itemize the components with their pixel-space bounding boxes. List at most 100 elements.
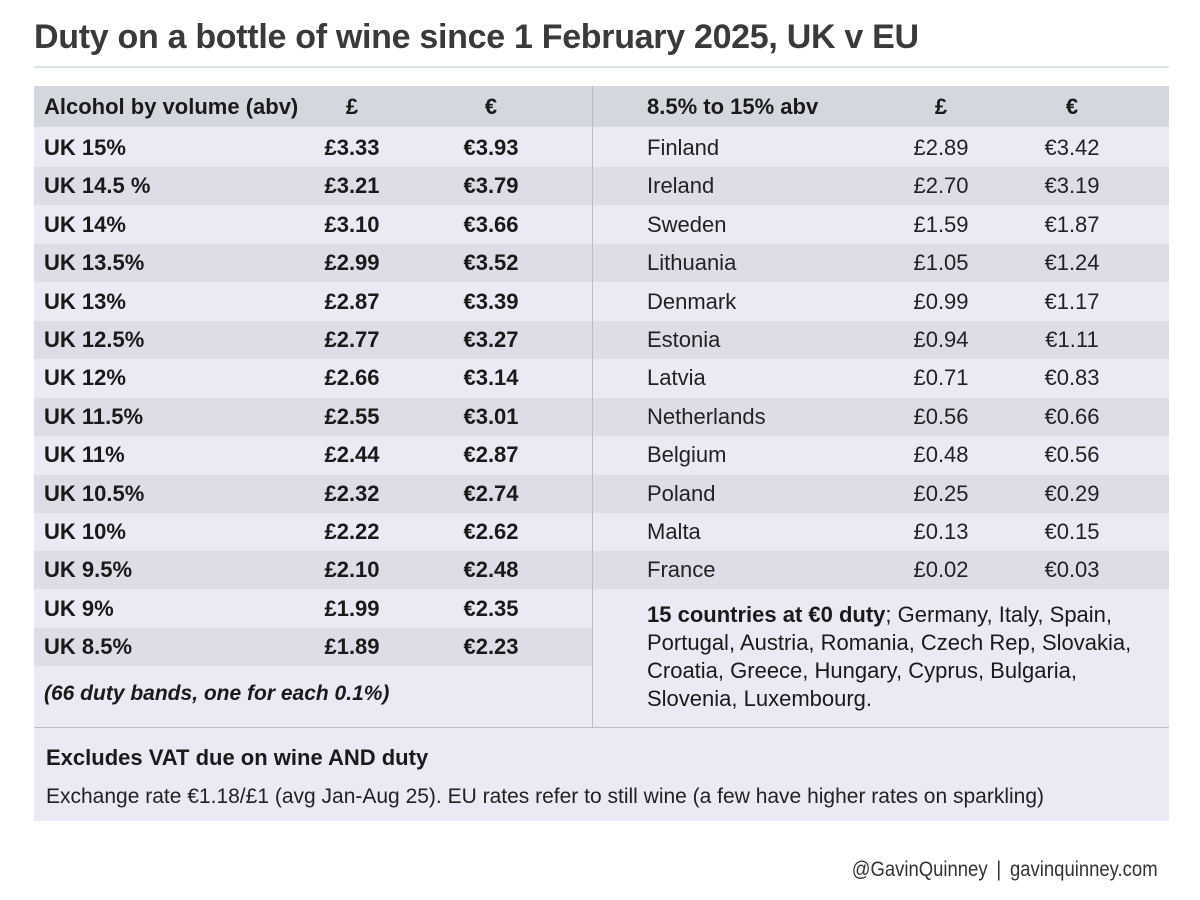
eu-cell-gbp: £0.48 <box>913 442 969 468</box>
uk-cell-gbp: £3.10 <box>324 211 380 237</box>
uk-cell-gbp: £2.32 <box>324 480 380 506</box>
uk-cell-gbp: £3.33 <box>324 135 380 160</box>
eu-cell-eur: €1.11 <box>1045 327 1099 352</box>
eu-cell-eur: €0.03 <box>1044 557 1100 583</box>
uk-cell-label: UK 11% <box>44 442 125 468</box>
uk-header-eur: € <box>484 93 498 119</box>
eu-table-row: Poland £0.25 €0.29 <box>593 474 1169 513</box>
credit-footer: @GavinQuinney | gavinquinney.com <box>852 858 1158 882</box>
uk-header-abv: Alcohol by volume (abv) <box>44 93 299 119</box>
uk-cell-gbp: £2.99 <box>324 250 380 276</box>
uk-cell-label: UK 12% <box>44 365 126 391</box>
uk-cell-eur: €2.74 <box>463 480 519 506</box>
eu-table-row: Denmark £0.99 €1.17 <box>593 283 1169 321</box>
eu-cell-gbp: £0.25 <box>913 480 969 506</box>
uk-cell-eur: €3.01 <box>463 403 519 429</box>
uk-cell-eur: €3.66 <box>463 211 519 237</box>
uk-cell-label: UK 13.5% <box>44 250 145 276</box>
eu-cell-label: Sweden <box>647 211 727 237</box>
column-divider <box>592 86 593 727</box>
eu-cell-label: Netherlands <box>647 403 766 429</box>
uk-cell-gbp: £3.21 <box>324 173 380 199</box>
eu-table-row: Finland £2.89 €3.42 <box>593 129 1169 167</box>
eu-cell-eur: €1.24 <box>1044 250 1100 276</box>
eu-table-header: 8.5% to 15% abv £ € <box>593 86 1169 127</box>
uk-table-row: UK 14% £3.10 €3.66 <box>34 206 592 244</box>
eu-table-row: France £0.02 €0.03 <box>593 551 1169 590</box>
uk-table-row: UK 12% £2.66 €3.14 <box>34 359 592 397</box>
eu-header-eur: € <box>1065 93 1079 119</box>
eu-table-row: Netherlands £0.56 €0.66 <box>593 397 1169 436</box>
eu-cell-gbp: £0.13 <box>913 519 969 544</box>
eu-cell-label: Lithuania <box>647 250 737 276</box>
eu-table-row: Sweden £1.59 €1.87 <box>593 206 1169 244</box>
eu-cell-gbp: £0.99 <box>913 288 969 314</box>
page-title: Duty on a bottle of wine since 1 Februar… <box>34 18 919 56</box>
uk-table-row: UK 13.5% £2.99 €3.52 <box>34 244 592 283</box>
uk-cell-gbp: £2.77 <box>324 327 380 352</box>
eu-cell-gbp: £0.71 <box>913 365 969 391</box>
eu-cell-label: Finland <box>647 135 720 160</box>
uk-table-header: Alcohol by volume (abv) £ € <box>34 86 592 127</box>
uk-cell-eur: €3.14 <box>463 365 519 391</box>
zero-duty-list: ; Germany, Italy, Spain, Portugal, Austr… <box>647 602 1132 711</box>
uk-cell-eur: €2.87 <box>463 442 519 468</box>
uk-cell-gbp: £2.55 <box>324 403 380 429</box>
eu-cell-eur: €0.15 <box>1044 519 1100 544</box>
eu-cell-eur: €0.83 <box>1044 365 1100 391</box>
eu-header-abv: 8.5% to 15% abv <box>647 93 819 119</box>
uk-cell-label: UK 9% <box>44 595 114 621</box>
uk-cell-label: UK 13% <box>44 288 126 314</box>
uk-table-row: UK 10.5% £2.32 €2.74 <box>34 474 592 513</box>
eu-table-row: Latvia £0.71 €0.83 <box>593 359 1169 397</box>
eu-header-gbp: £ <box>934 93 948 119</box>
uk-cell-label: UK 11.5% <box>44 403 144 429</box>
eu-cell-gbp: £0.56 <box>913 403 969 429</box>
uk-cell-eur: €2.35 <box>463 595 519 621</box>
eu-cell-eur: €3.42 <box>1044 135 1100 160</box>
eu-cell-gbp: £1.59 <box>913 211 969 237</box>
uk-cell-gbp: £1.89 <box>324 634 380 660</box>
eu-table-row: Estonia £0.94 €1.11 <box>593 321 1169 359</box>
website-link: gavinquinney.com <box>1010 858 1158 881</box>
uk-cell-eur: €3.39 <box>463 288 519 314</box>
eu-cell-gbp: £0.94 <box>913 327 969 352</box>
uk-table-row: UK 14.5 % £3.21 €3.79 <box>34 167 592 206</box>
uk-cell-gbp: £2.10 <box>324 557 380 583</box>
uk-cell-gbp: £2.44 <box>324 442 380 468</box>
uk-cell-label: UK 14% <box>44 211 126 237</box>
uk-cell-gbp: £2.22 <box>324 519 380 544</box>
uk-cell-eur: €3.27 <box>463 327 519 352</box>
uk-header-gbp: £ <box>345 93 359 119</box>
eu-cell-label: Belgium <box>647 442 727 468</box>
table-panel <box>34 86 1169 821</box>
footer-separator: | <box>996 858 1002 881</box>
uk-cell-gbp: £2.87 <box>324 288 380 314</box>
exchange-rate-note: Exchange rate €1.18/£1 (avg Jan-Aug 25).… <box>46 785 1045 808</box>
eu-cell-label: Ireland <box>647 173 715 199</box>
eu-cell-label: Denmark <box>647 288 737 314</box>
uk-cell-eur: €3.79 <box>463 173 519 199</box>
eu-cell-eur: €3.19 <box>1044 173 1100 199</box>
eu-cell-eur: €0.66 <box>1044 403 1100 429</box>
eu-cell-label: France <box>647 557 716 583</box>
eu-cell-gbp: £1.05 <box>913 250 969 276</box>
uk-cell-gbp: £1.99 <box>324 595 380 621</box>
uk-cell-gbp: £2.66 <box>324 365 380 391</box>
eu-table-row: Ireland £2.70 €3.19 <box>593 167 1169 206</box>
eu-cell-gbp: £2.70 <box>913 173 969 199</box>
eu-cell-gbp: £2.89 <box>913 135 969 160</box>
uk-table-row: UK 11% £2.44 €2.87 <box>34 436 592 474</box>
uk-table-row: UK 9% £1.99 €2.35 <box>34 590 592 628</box>
uk-cell-eur: €3.93 <box>463 135 519 160</box>
eu-table-row: Malta £0.13 €0.15 <box>593 513 1169 551</box>
uk-cell-label: UK 10% <box>44 519 126 544</box>
vat-exclusion-note: Excludes VAT due on wine AND duty <box>46 745 429 770</box>
uk-cell-label: UK 10.5% <box>44 480 145 506</box>
uk-cell-eur: €2.62 <box>463 519 519 544</box>
eu-cell-label: Estonia <box>647 327 721 352</box>
eu-cell-eur: €1.87 <box>1044 211 1100 237</box>
eu-cell-eur: €0.29 <box>1044 480 1100 506</box>
uk-table-row: UK 11.5% £2.55 €3.01 <box>34 397 592 436</box>
uk-table-row: UK 13% £2.87 €3.39 <box>34 283 592 321</box>
